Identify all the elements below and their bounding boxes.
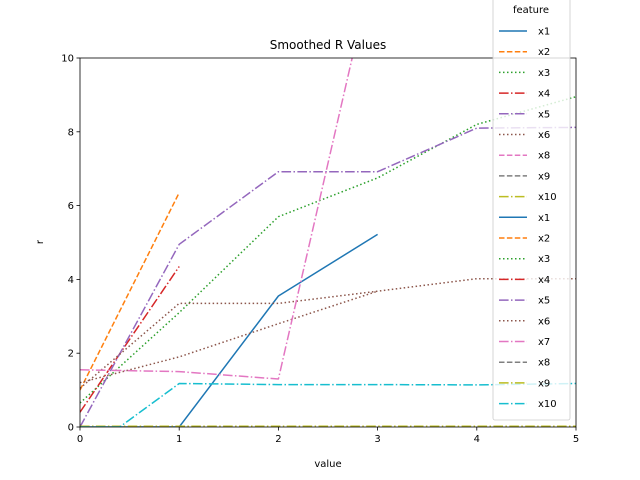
legend-label-x1: x1 [538, 27, 550, 38]
x-tick-label: 2 [275, 434, 281, 445]
legend-label-x9: x9 [538, 171, 550, 182]
legend-label-x8: x8 [538, 151, 550, 162]
legend-label-x4: x4 [538, 275, 550, 286]
x-tick-label: 0 [77, 434, 83, 445]
legend-title: feature [513, 5, 549, 16]
series-line-x2 [80, 192, 180, 391]
x-tick-label: 1 [176, 434, 182, 445]
legend-label-x7: x7 [538, 337, 550, 348]
y-tick-label: 4 [68, 275, 74, 286]
series-line-x7 [80, 58, 353, 380]
legend-label-x10: x10 [538, 192, 557, 203]
y-tick-label: 6 [68, 201, 74, 212]
x-axis-label: value [314, 459, 341, 470]
y-tick-label: 0 [68, 423, 74, 434]
y-tick-label: 2 [68, 349, 74, 360]
y-axis-label: r [35, 239, 46, 244]
legend-label-x9: x9 [538, 378, 550, 389]
legend-label-x3: x3 [538, 68, 550, 79]
series-line-x6 [80, 277, 576, 389]
series-line-x6 [80, 290, 378, 384]
legend-label-x8: x8 [538, 358, 550, 369]
legend-label-x3: x3 [538, 254, 550, 265]
series-line-x1 [80, 233, 378, 427]
legend-label-x2: x2 [538, 47, 550, 58]
legend-label-x5: x5 [538, 109, 550, 120]
series-line-x4 [80, 266, 180, 413]
legend-label-x1: x1 [538, 213, 550, 224]
x-tick-label: 4 [474, 434, 480, 445]
y-tick-label: 8 [68, 127, 74, 138]
x-tick-label: 3 [374, 434, 380, 445]
legend-items: x1 x2 x3 x4 x5 x6 x8 x9 x10 x1 x2 x3 x4 x5 x6 x7 x8 x9 x10 [499, 27, 557, 410]
series-line-x10 [80, 382, 576, 427]
legend-box [492, 0, 571, 421]
legend-label-x5: x5 [538, 296, 550, 307]
legend: feature x1x2x3x4x5x6x8x9x10x1x2x3x4x5x6x… [492, 0, 571, 421]
y-tick-label: 10 [61, 54, 74, 65]
legend-label-x4: x4 [538, 89, 550, 100]
legend-label-x6: x6 [538, 316, 550, 327]
legend-label-x2: x2 [538, 234, 550, 245]
legend-label-x10: x10 [538, 399, 557, 410]
x-tick-label: 5 [573, 434, 579, 445]
axis-ticks: 0 1 2 3 4 5 0 2 4 6 8 10 [61, 54, 579, 446]
plot-frame [79, 57, 577, 428]
legend-label-x6: x6 [538, 130, 550, 141]
chart-title: Smoothed R Values [270, 38, 386, 52]
